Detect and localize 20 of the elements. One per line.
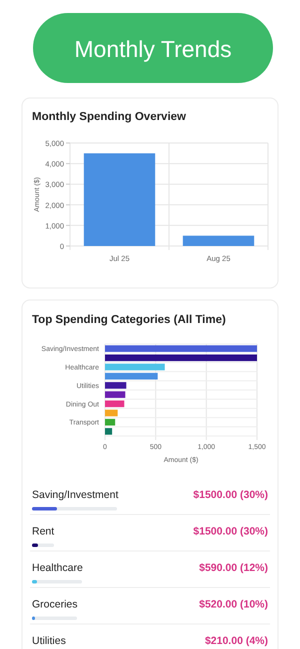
bar bbox=[105, 382, 126, 389]
text: Rent bbox=[32, 526, 54, 538]
text: $210.00 (4%) bbox=[204, 635, 268, 647]
bar bbox=[105, 354, 257, 362]
bar bbox=[105, 400, 124, 408]
bar bbox=[105, 418, 116, 426]
text: $1500.00 (30%) bbox=[193, 489, 268, 501]
text: $520.00 (10%) bbox=[199, 598, 268, 610]
bar bbox=[105, 364, 165, 370]
text: Monthly Trends bbox=[74, 36, 232, 62]
bar bbox=[105, 428, 112, 435]
text: Groceries bbox=[32, 598, 78, 610]
text: $590.00 (12%) bbox=[199, 562, 268, 574]
bar bbox=[105, 372, 158, 380]
text: $1500.00 (30%) bbox=[193, 526, 268, 538]
bar bbox=[105, 345, 257, 352]
chart-title: Top Spending Categories (All Time) bbox=[32, 314, 226, 326]
bar bbox=[105, 410, 118, 416]
bar bbox=[105, 391, 126, 398]
chart-title: Monthly Spending Overview bbox=[32, 111, 186, 123]
